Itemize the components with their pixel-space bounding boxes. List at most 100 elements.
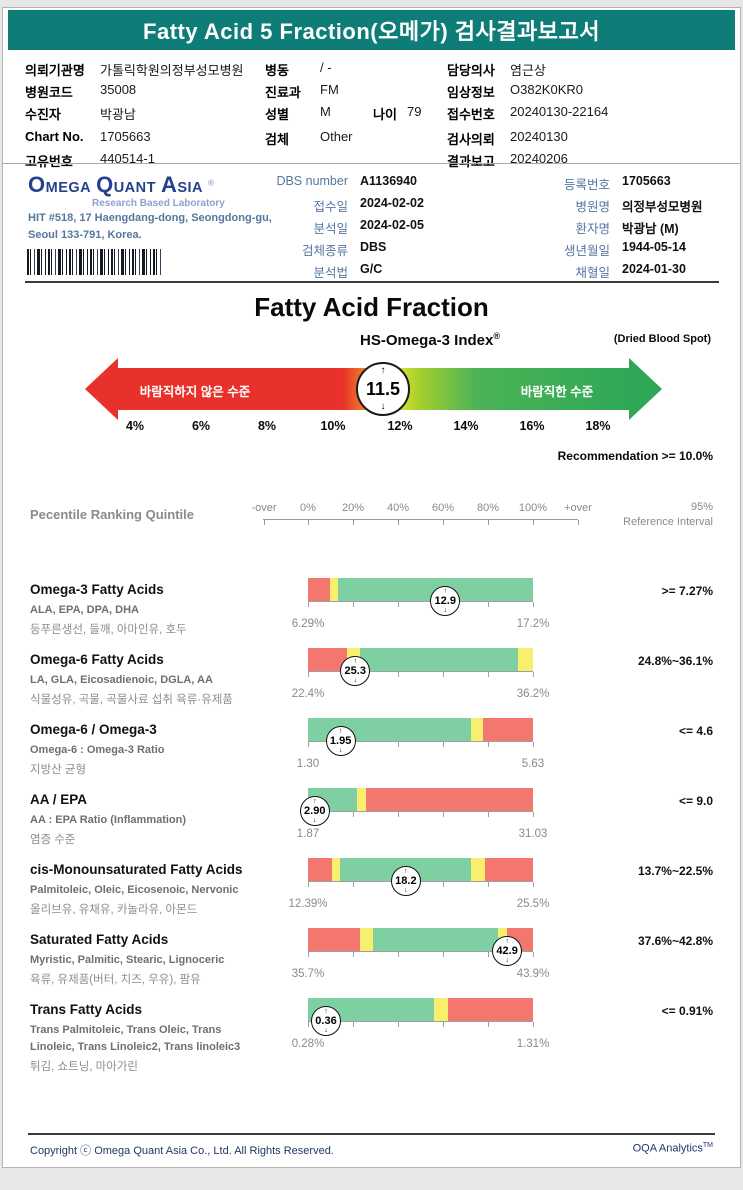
logo-word-2: ASIA (160, 172, 203, 197)
logo-word-1: QUANT (96, 172, 156, 197)
bar-ruler-tick-4 (488, 602, 489, 607)
bar-ruler-tick-5 (533, 672, 534, 677)
lab-right-label-3: 생년월일 (563, 244, 610, 258)
marker-down-arrow-icon: ↓ (505, 957, 509, 964)
bar-ruler (308, 811, 534, 817)
bar-ruler-tick-1 (353, 602, 354, 607)
lab-mid-value-4: G/C (360, 262, 383, 276)
marker-value: 42.9 (496, 945, 518, 957)
scale-ruler-tick-7 (578, 520, 579, 525)
bar-ruler-tick-5 (533, 952, 534, 957)
marker-down-arrow-icon: ↓ (380, 401, 386, 412)
bar-ruler-tick-1 (353, 1022, 354, 1027)
scale-label-3: 40% (386, 502, 410, 514)
reference-interval: <= 9.0 (678, 794, 713, 808)
scale-label-5: 80% (476, 502, 500, 514)
reference-interval: <= 0.91% (661, 1004, 713, 1018)
gauge-right-arrowhead (629, 358, 662, 420)
value-marker: ↑ 25.3 ↓ (340, 656, 371, 686)
scale-ruler-tick-1 (308, 520, 309, 525)
lab-mid-value-3: DBS (360, 240, 387, 254)
reference-header-95: 95% (690, 501, 713, 513)
row-korean-note-0: 튀김, 쇼트닝, 마아가린 (30, 1061, 138, 1073)
lab-address-line1: HIT #518, 17 Haengdang-dong, Seongdong-g… (28, 212, 272, 224)
bar-ruler-tick-2 (398, 602, 399, 607)
footer-divider (28, 1133, 715, 1135)
bar-ruler-tick-3 (443, 952, 444, 957)
bar-ruler-tick-0 (308, 1022, 309, 1027)
row-subtitle-0: Myristic, Palmitic, Stearic, Lignoceric (30, 954, 225, 966)
scale-ruler-tick-2 (353, 520, 354, 525)
range-high-label: 31.03 (518, 828, 548, 840)
reference-interval: >= 7.27% (661, 584, 713, 598)
marker-value: 0.36 (315, 1015, 337, 1027)
bar-ruler-tick-4 (488, 672, 489, 677)
patient-label-right-0: 담당의사 (447, 63, 495, 78)
patient-value-left-0: 가톨릭학원의정부성모병원 (100, 63, 244, 78)
gauge-value: 11.5 (366, 378, 401, 399)
scale-ruler-tick-4 (443, 520, 444, 525)
range-high-label: 1.31% (516, 1038, 550, 1050)
row-subtitle-0: Omega-6 : Omega-3 Ratio (30, 744, 165, 756)
value-marker: ↑ 1.95 ↓ (325, 726, 356, 756)
patient-value-left-2: 박광남 (100, 107, 136, 122)
scale-label-1: 0% (300, 502, 316, 514)
gauge-desirable-label: 바람직한 수준 (520, 385, 594, 399)
marker-down-arrow-icon: ↓ (338, 747, 343, 754)
bar-ruler-tick-5 (533, 1022, 534, 1027)
gauge-tick-4%: 4% (125, 419, 145, 433)
bar-ruler-tick-3 (443, 882, 444, 887)
marker-value: 2.90 (304, 805, 326, 817)
bar-ruler-tick-1 (353, 952, 354, 957)
patient-value-right-0: 염근상 (510, 63, 546, 78)
quintile-bar (308, 788, 533, 811)
omega-quant-asia-logo: OMEGA QUANT ASIA ® (28, 172, 214, 198)
lab-mid-label-3: 검체종류 (301, 244, 348, 258)
bar-ruler-tick-1 (353, 812, 354, 817)
footer-copyright: Copyright ⓒ Omega Quant Asia Co., Ltd. A… (30, 1145, 334, 1157)
lab-mid-label-2: 분석일 (313, 222, 348, 236)
bar-segment-green (373, 928, 499, 951)
scale-ruler-tick-0 (264, 520, 265, 525)
logo-subtitle: Research Based Laboratory (92, 198, 225, 209)
bar-ruler-tick-5 (533, 602, 534, 607)
marker-down-arrow-icon: ↓ (353, 677, 358, 684)
row-title: AA / EPA (30, 792, 88, 807)
range-low-label: 12.39% (288, 898, 328, 910)
bar-segment-green (359, 648, 518, 671)
marker-value: 18.2 (395, 875, 417, 887)
bar-ruler-tick-3 (443, 742, 444, 747)
row-title: Omega-6 Fatty Acids (30, 652, 164, 667)
lab-right-label-2: 환자명 (575, 222, 610, 236)
hs-omega3-index-title: HS-Omega-3 Index® (330, 331, 530, 349)
barcode (27, 249, 162, 275)
bar-ruler-tick-0 (308, 882, 309, 887)
lab-right-label-4: 채혈일 (575, 266, 610, 280)
bar-ruler-tick-2 (398, 672, 399, 677)
scale-ruler-tick-3 (398, 520, 399, 525)
bar-ruler (308, 1021, 534, 1027)
patient-value-middle-0: / - (320, 60, 332, 75)
value-marker: ↑ 42.9 ↓ (492, 936, 523, 966)
lab-right-value-4: 2024-01-30 (622, 262, 686, 276)
patient-label-middle-1: 진료과 (265, 85, 301, 100)
marker-value: 25.3 (344, 665, 366, 677)
patient-value-right-4: 20240206 (510, 151, 568, 166)
patient-label-age: 나이 (373, 107, 397, 122)
gauge-undesirable-label: 바람직하지 않은 수준 (139, 385, 251, 399)
lab-address-line2: Seoul 133-791, Korea. (28, 229, 142, 241)
patient-label-right-2: 접수번호 (447, 107, 495, 122)
bar-ruler-tick-0 (308, 742, 309, 747)
bar-ruler-tick-4 (488, 742, 489, 747)
row-title: cis-Monounsaturated Fatty Acids (30, 862, 243, 877)
row-korean-note-0: 올리브유, 유채유, 카놀라유, 아몬드 (30, 904, 198, 916)
value-marker: ↑ 12.9 ↓ (430, 586, 461, 616)
row-subtitle-0: AA : EPA Ratio (Inflammation) (30, 814, 187, 826)
trademark-mark: TM (702, 1142, 713, 1149)
row-korean-note-0: 염증 수준 (30, 834, 76, 846)
lab-mid-value-1: 2024-02-02 (360, 196, 424, 210)
lab-mid-label-4: 분석법 (313, 266, 348, 280)
range-low-label: 35.7% (291, 968, 325, 980)
bar-segment-red (447, 998, 533, 1021)
patient-value-middle-2: M (320, 104, 331, 119)
